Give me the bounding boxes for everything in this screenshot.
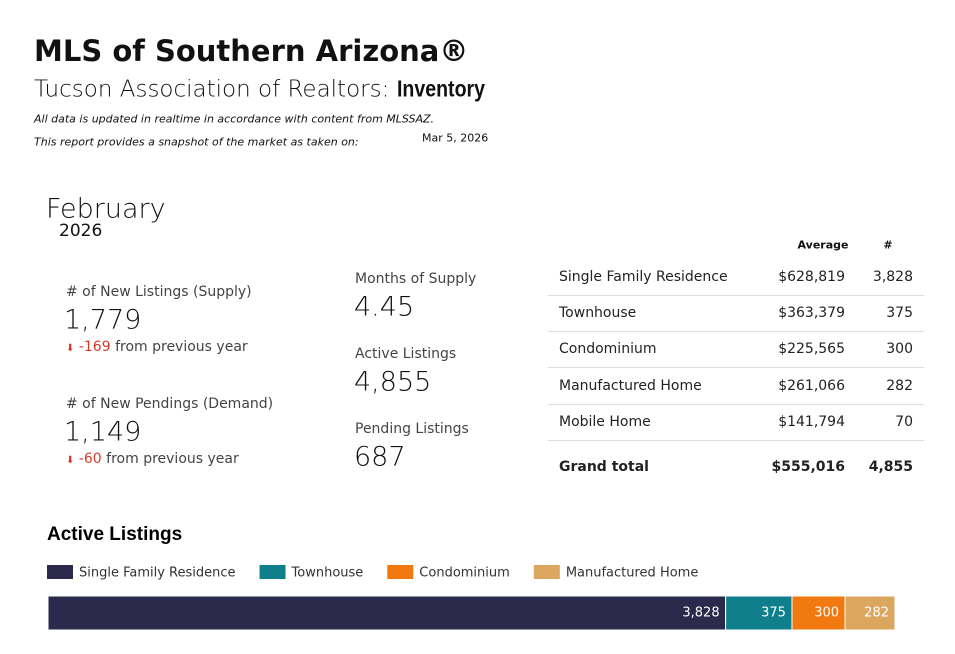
row-divider <box>548 331 924 333</box>
stat-label: Active Listings <box>355 346 457 362</box>
kpi-change: ⬇ -169 from previous year <box>66 339 248 355</box>
row-divider <box>548 367 924 369</box>
kpi-label: # of New Listings (Supply) <box>66 284 252 300</box>
note: All data is updated in realtime in accor… <box>34 112 435 126</box>
legend-swatch <box>259 565 286 579</box>
bar-segment <box>725 595 793 631</box>
table-cell: Manufactured Home <box>559 377 702 394</box>
bar-segment <box>47 595 727 631</box>
table-cell: $225,565 <box>778 341 845 358</box>
table-cell: Single Family Residence <box>559 269 728 285</box>
data-label: 375 <box>761 606 786 621</box>
table-header: Average <box>797 238 849 252</box>
legend-swatch <box>47 565 73 579</box>
legend-label: Townhouse <box>291 566 364 581</box>
table-cell: $141,794 <box>778 413 845 430</box>
table-cell: 4,855 <box>868 459 913 475</box>
subtitle: Tucson Association of Realtors: Inventor… <box>34 76 500 103</box>
legend-label: Manufactured Home <box>566 566 699 581</box>
table-header: # <box>883 238 893 252</box>
table-cell: Condominium <box>559 341 657 358</box>
table-cell: $363,379 <box>778 305 845 322</box>
kpi-value: 1,149 <box>64 416 142 448</box>
data-label: 3,828 <box>682 606 719 621</box>
kpi-change-value: -60 <box>78 451 102 467</box>
table-cell: $628,819 <box>778 269 845 285</box>
row-divider <box>548 403 924 405</box>
stat-value: 4,855 <box>354 366 432 398</box>
chart-title: Active Listings <box>47 524 182 545</box>
table-cell: 3,828 <box>872 269 913 285</box>
table-cell: Grand total <box>559 459 649 475</box>
data-label: 300 <box>814 606 839 621</box>
legend-swatch <box>387 565 414 579</box>
table-cell: Mobile Home <box>559 413 651 430</box>
table-cell: 300 <box>886 341 913 358</box>
table-cell: 70 <box>895 413 913 430</box>
stat-label: Pending Listings <box>355 421 469 437</box>
kpi-change-text: from previous year <box>106 451 239 467</box>
table-cell: 375 <box>886 305 913 322</box>
legend-swatch <box>533 565 560 579</box>
snapshot-note: This report provides a snapshot of the m… <box>34 135 359 149</box>
subtitle-emphasis: Inventory <box>396 75 485 102</box>
table-cell: $261,066 <box>778 377 845 394</box>
legend-label: Condominium <box>419 566 510 581</box>
stat-label: Months of Supply <box>355 271 477 287</box>
bar-segment <box>844 595 896 631</box>
subtitle-text: Tucson Association of Realtors: <box>34 76 390 103</box>
row-divider <box>548 439 924 441</box>
stat-value: 687 <box>354 441 406 473</box>
row-divider <box>548 295 924 296</box>
kpi-change-value: -169 <box>78 339 111 355</box>
data-label: 282 <box>864 606 889 621</box>
title: MLS of Southern Arizona® <box>34 34 469 68</box>
kpi-label: # of New Pendings (Demand) <box>66 396 274 412</box>
snapshot-date: Mar 5, 2026 <box>422 131 489 145</box>
month: February <box>46 193 166 225</box>
year: 2026 <box>59 221 103 241</box>
bar-segment <box>791 595 846 631</box>
table-cell: Townhouse <box>559 305 637 322</box>
chart: Active Listings Single Family Residence T… <box>47 524 896 631</box>
stat-value: 4.45 <box>354 291 415 323</box>
kpi-value: 1,779 <box>64 304 142 336</box>
kpi-change: ⬇ -60 from previous year <box>66 451 239 467</box>
table-cell: 282 <box>886 377 913 394</box>
kpi-change-text: from previous year <box>115 339 248 355</box>
table-cell: $555,016 <box>771 459 845 475</box>
legend-label: Single Family Residence <box>79 566 236 581</box>
